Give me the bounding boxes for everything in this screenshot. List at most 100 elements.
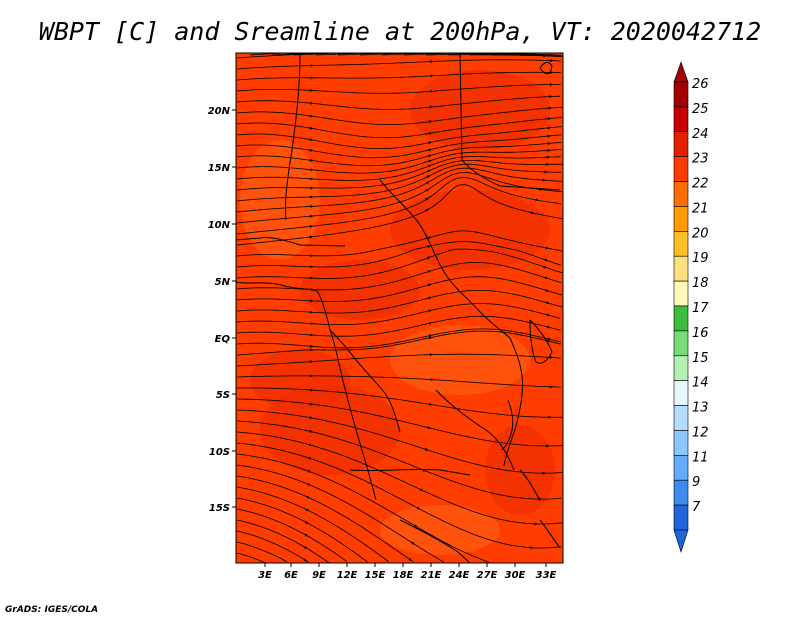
colorbar-label: 25 bbox=[692, 102, 709, 117]
streamline bbox=[237, 387, 563, 418]
streamline bbox=[236, 541, 288, 563]
streamline-arrow bbox=[307, 443, 313, 447]
colorbar-segment bbox=[673, 455, 689, 481]
streamline bbox=[236, 230, 563, 257]
coastline bbox=[236, 237, 346, 247]
colorbar-segment bbox=[673, 479, 689, 506]
colorbar-label: 26 bbox=[692, 77, 709, 92]
colorbar-label: 7 bbox=[692, 500, 701, 515]
streamline bbox=[236, 84, 561, 94]
figure-title: WBPT [C] and Sreamline at 200hPa, VT: 20… bbox=[39, 17, 761, 46]
streamline-arrow bbox=[410, 541, 415, 545]
colorbar-label: 24 bbox=[692, 127, 709, 142]
field-shade bbox=[300, 260, 420, 320]
streamline bbox=[425, 53, 562, 56]
field-shade bbox=[380, 505, 500, 555]
lon-tick-label: 27E bbox=[477, 570, 498, 581]
lat-tick-label: 15N bbox=[208, 163, 231, 174]
streamline bbox=[236, 163, 562, 202]
lon-tick-label: 12E bbox=[337, 570, 358, 581]
streamline-arrow bbox=[545, 325, 551, 329]
streamline bbox=[535, 54, 563, 57]
colorbar-label: 22 bbox=[692, 177, 709, 192]
streamline bbox=[236, 126, 562, 149]
lat-tick-label: 5N bbox=[215, 277, 231, 288]
colorbar-segment bbox=[673, 430, 689, 456]
colorbar-segment bbox=[673, 106, 689, 133]
streamline-arrow bbox=[424, 188, 430, 192]
streamline bbox=[514, 54, 563, 57]
colorbar-label: 12 bbox=[692, 425, 709, 440]
lon-tick-label: 9E bbox=[312, 570, 326, 581]
streamline-arrow bbox=[545, 301, 550, 305]
streamline bbox=[236, 552, 266, 563]
streamline-arrow bbox=[426, 256, 431, 260]
streamline-arrow bbox=[307, 456, 312, 460]
streamline-arrow bbox=[418, 487, 424, 491]
streamline bbox=[236, 134, 562, 159]
streamline bbox=[236, 155, 561, 181]
colorbar-label: 16 bbox=[692, 326, 709, 341]
coastline bbox=[349, 468, 471, 476]
streamline bbox=[236, 241, 561, 268]
lat-tick-label: EQ bbox=[215, 334, 231, 345]
colorbar-label: 17 bbox=[692, 301, 709, 316]
streamline bbox=[236, 106, 563, 125]
lon-tick-label: 21E bbox=[421, 570, 442, 581]
map-frame bbox=[235, 52, 564, 564]
streamline-arrow bbox=[427, 159, 432, 163]
streamline-arrow bbox=[308, 429, 313, 433]
streamline bbox=[236, 149, 562, 174]
streamline-arrow bbox=[416, 506, 421, 510]
colorbar-segment bbox=[673, 206, 689, 232]
streamline-arrow bbox=[426, 175, 431, 179]
colorbar-label: 14 bbox=[692, 376, 709, 391]
streamline bbox=[237, 398, 563, 447]
streamline bbox=[236, 328, 562, 349]
colorbar-segment bbox=[673, 504, 689, 531]
streamline bbox=[236, 160, 563, 191]
streamline-arrow bbox=[413, 524, 418, 528]
colorbar-segment bbox=[673, 181, 689, 207]
streamline-arrow bbox=[427, 131, 433, 136]
colorbar-segment bbox=[673, 131, 689, 157]
colorbar-segment bbox=[673, 156, 689, 182]
longitude-axis: 3E 6E 9E 12E 15E 18E 21E 24E 27E 30E 33E bbox=[258, 563, 557, 581]
streamline-arrow bbox=[427, 336, 433, 340]
streamline bbox=[236, 315, 561, 337]
colorbar-segment bbox=[673, 355, 689, 381]
map-panel bbox=[235, 52, 564, 564]
streamline bbox=[236, 262, 562, 291]
streamline-arrow bbox=[427, 321, 433, 325]
streamline bbox=[236, 442, 562, 549]
streamline-arrow bbox=[529, 211, 535, 215]
streamline bbox=[236, 431, 563, 525]
coastline bbox=[529, 319, 553, 364]
streamline-arrow bbox=[426, 236, 432, 240]
colorbar-label: 9 bbox=[692, 475, 700, 490]
streamline-arrow bbox=[546, 339, 551, 343]
coastline bbox=[399, 519, 471, 563]
streamline bbox=[236, 167, 563, 213]
latitude-axis: 20N 15N 10N 5N EQ 5S 10S 15S bbox=[208, 106, 236, 514]
streamline-arrow bbox=[427, 154, 432, 158]
colorbar-label: 19 bbox=[692, 251, 709, 266]
streamline-arrow bbox=[426, 270, 432, 274]
lon-tick-label: 33E bbox=[536, 570, 557, 581]
streamline bbox=[236, 508, 348, 563]
streamline bbox=[236, 303, 561, 325]
colorbar-top-arrow bbox=[673, 61, 689, 83]
colorbar-segment bbox=[673, 380, 689, 406]
streamline-arrow bbox=[306, 469, 312, 473]
streamline-arrow bbox=[308, 416, 314, 420]
streamline-arrow bbox=[546, 337, 551, 341]
colorbar-segment bbox=[673, 330, 689, 357]
streamline-arrow bbox=[426, 169, 431, 173]
colorbar-segment bbox=[673, 255, 689, 282]
streamline bbox=[236, 95, 561, 110]
lon-tick-label: 18E bbox=[393, 570, 414, 581]
streamline-arrow bbox=[305, 495, 311, 499]
streamline-arrow bbox=[426, 425, 431, 430]
grads-credit: GrADS: IGES/COLA bbox=[5, 605, 98, 615]
streamline-arrow bbox=[408, 557, 413, 561]
